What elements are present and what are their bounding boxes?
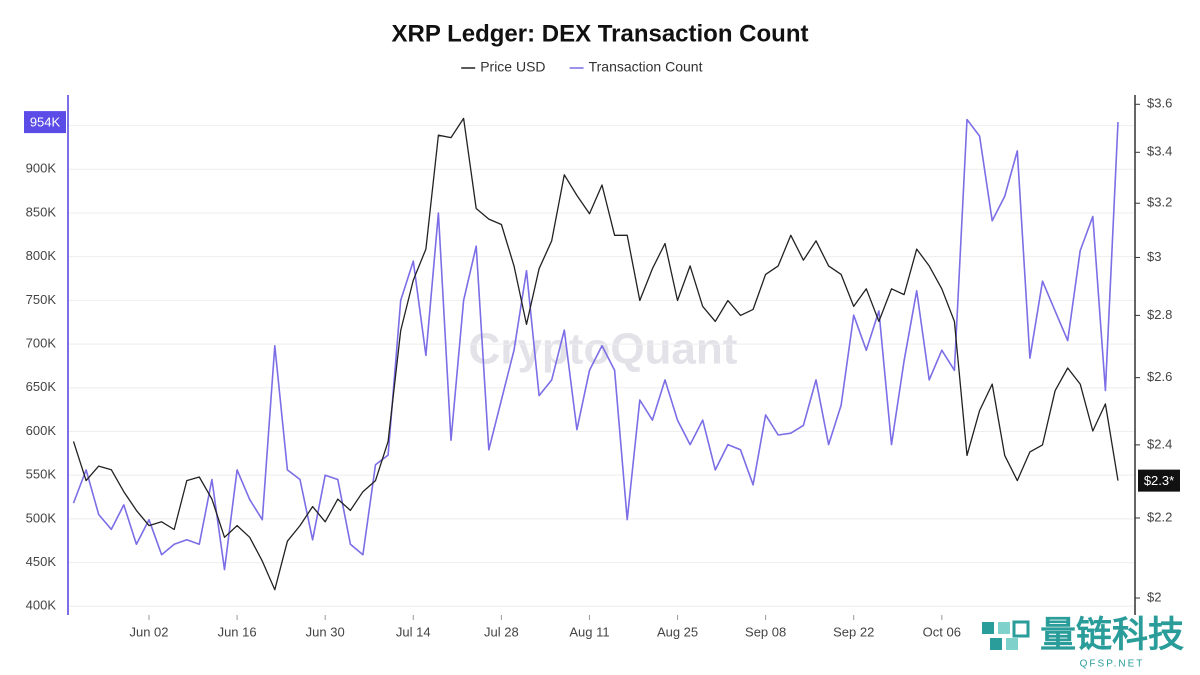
logo-subtext: QFSP.NET <box>1080 659 1145 670</box>
last-value-label: $2.3* <box>1144 473 1174 488</box>
grid <box>68 125 1135 607</box>
last-value-box <box>24 111 66 134</box>
y2-tick-label: $2 <box>1147 589 1161 604</box>
y-tick-label: 450K <box>26 554 57 569</box>
x-tick-label: Sep 08 <box>745 624 786 639</box>
x-tick-label: Sep 22 <box>833 624 874 639</box>
y-tick-label: 400K <box>26 598 57 613</box>
x-tick-label: Jul 28 <box>484 624 519 639</box>
y2-tick-label: $2.6 <box>1147 369 1172 384</box>
legend: Price USD Transaction Count <box>461 59 703 75</box>
y-tick-label: 700K <box>26 336 57 351</box>
y2-tick-label: $3 <box>1147 249 1161 264</box>
y-tick-label: 750K <box>26 292 57 307</box>
x-tick-label: Jun 02 <box>129 624 168 639</box>
axes: 400K 450K 500K 550K 600K 650K 700K 750K 800K 850K… <box>26 95 1172 639</box>
logo-icon <box>990 638 1002 650</box>
y2-tick-label: $2.2 <box>1147 509 1172 524</box>
logo-icon <box>1012 620 1030 638</box>
lines <box>72 117 1119 591</box>
y-tick-label: 550K <box>26 467 57 482</box>
y2-tick-label: $3.2 <box>1147 195 1172 210</box>
y-tick-label: 600K <box>26 423 57 438</box>
last-value-tag: 954K <box>24 111 66 134</box>
y-tick-label: 850K <box>26 204 57 219</box>
x-tick-label: Aug 25 <box>657 624 698 639</box>
logo-text: 量链科技 <box>1040 614 1184 655</box>
logo-icon <box>998 622 1010 634</box>
x-tick-label: Jul 14 <box>396 624 431 639</box>
last-value-label: 954K <box>30 115 61 130</box>
logo-icon <box>982 622 994 634</box>
last-value-tag: $2.3* <box>1138 469 1180 492</box>
y2-tick-label: $3.4 <box>1147 144 1172 159</box>
x-tick-label: Aug 11 <box>569 624 609 639</box>
x-tick-label: Jun 30 <box>306 624 345 639</box>
last-value-box <box>1138 469 1180 492</box>
y-tick-label: 900K <box>26 161 57 176</box>
y-tick-label: 650K <box>26 379 57 394</box>
legend-label: Transaction Count <box>589 59 703 75</box>
legend-label: Price USD <box>480 59 545 75</box>
x-tick-label: Jun 16 <box>218 624 257 639</box>
y-tick-label: 500K <box>26 510 57 525</box>
y2-tick-label: $2.4 <box>1147 436 1172 451</box>
logo: 量链科技 QFSP.NET <box>982 614 1184 670</box>
x-tick-label: Oct 06 <box>923 624 961 639</box>
y-tick-label: 800K <box>26 248 57 263</box>
series-line <box>72 118 1119 571</box>
y2-tick-label: $2.8 <box>1147 307 1172 322</box>
logo-icon <box>1006 638 1018 650</box>
y2-tick-label: $3.6 <box>1147 96 1172 111</box>
series-line <box>72 117 1119 591</box>
chart-title: XRP Ledger: DEX Transaction Count <box>392 20 809 47</box>
